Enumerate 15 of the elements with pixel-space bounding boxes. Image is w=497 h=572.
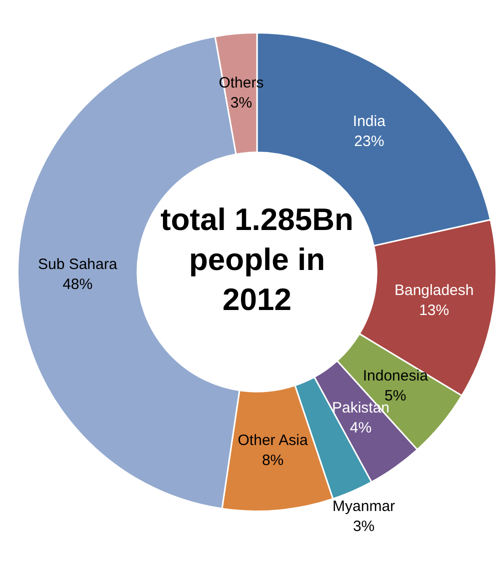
data-label: 5% <box>384 387 406 404</box>
data-label: 48% <box>62 276 93 293</box>
data-label: 13% <box>419 302 450 319</box>
data-label: 8% <box>262 452 284 469</box>
data-label: 23% <box>354 133 384 150</box>
text: total 1.285Bn people in 2012 <box>160 201 354 319</box>
slice-label: Myanmar <box>332 498 396 516</box>
slice-label: Other Asia <box>238 432 308 449</box>
data-label: 3% <box>352 518 375 536</box>
slice-label: Bangladesh <box>394 282 474 299</box>
data-label: 3% <box>230 94 252 112</box>
slice-label: Indonesia <box>362 367 429 384</box>
slice-label: Sub Sahara <box>38 256 118 273</box>
slice-label: India <box>352 113 386 130</box>
data-label: 4% <box>350 420 372 437</box>
